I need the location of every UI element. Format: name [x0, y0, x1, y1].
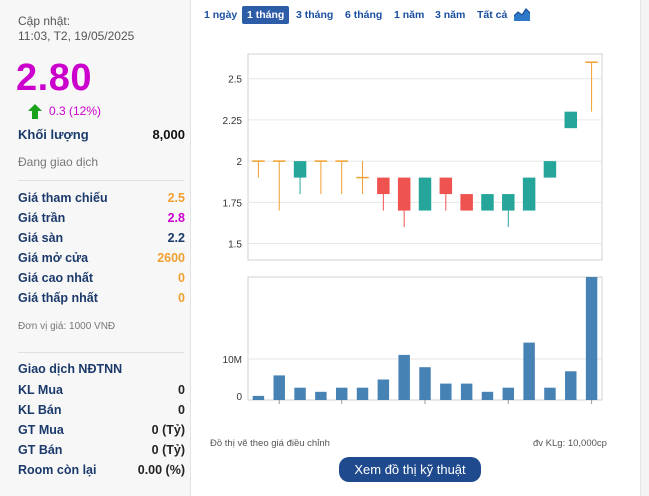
- stat-value: 2.2: [167, 231, 185, 245]
- volume-bar: [335, 387, 348, 400]
- stat-label: Giá thấp nhất: [18, 291, 98, 305]
- price-tick-label: 1.5: [228, 240, 242, 251]
- candle-body: [502, 194, 515, 211]
- volume-bar: [440, 383, 452, 400]
- stat-value: 2.8: [167, 211, 185, 225]
- stat-row-low-price: Giá thấp nhất 0: [18, 291, 185, 309]
- adjusted-price-note: Đồ thị vẽ theo giá điều chỉnh: [210, 438, 330, 449]
- volume-bar: [377, 379, 390, 400]
- volume-unit-note: đv KLg: 10,000cp: [533, 438, 607, 449]
- foreign-row-buy-value: GT Mua 0 (Tỷ): [18, 423, 185, 441]
- candle-body: [460, 194, 473, 211]
- stat-row-high-price: Giá cao nhất 0: [18, 271, 185, 289]
- foreign-row-buy-volume: KL Mua 0: [18, 383, 185, 401]
- current-price: 2.80: [16, 57, 92, 99]
- foreign-label: GT Mua: [18, 423, 64, 437]
- foreign-row-room-remaining: Room còn lại 0.00 (%): [18, 463, 185, 481]
- tab-all[interactable]: Tất cả: [477, 9, 508, 21]
- update-label: Cập nhật:: [18, 14, 71, 28]
- divider: [18, 352, 184, 353]
- tab-1-year[interactable]: 1 năm: [394, 9, 425, 21]
- stat-row-floor-price: Giá sàn 2.2: [18, 231, 185, 249]
- candle-body: [439, 177, 453, 195]
- foreign-label: KL Bán: [18, 403, 62, 417]
- candle-body: [481, 194, 494, 211]
- stat-value: 0: [178, 271, 185, 285]
- price-panel-frame: [247, 53, 603, 261]
- stat-row-ceiling-price: Giá trần 2.8: [18, 211, 185, 229]
- volume-bar: [398, 354, 410, 400]
- candle-body: [377, 177, 390, 195]
- foreign-value: 0: [178, 383, 185, 397]
- price-tick-label: 2: [236, 157, 242, 168]
- volume-tick-label: 0: [236, 392, 242, 403]
- volume-bar: [252, 395, 265, 400]
- candle-body: [564, 111, 578, 129]
- divider: [18, 180, 184, 181]
- foreign-row-sell-volume: KL Bán 0: [18, 403, 185, 421]
- price-change-value: 0.3 (12%): [49, 104, 102, 118]
- candle-body: [293, 161, 307, 178]
- stat-label: Giá trần: [18, 211, 66, 225]
- volume-bar: [523, 342, 535, 400]
- stat-label: Giá sàn: [18, 231, 64, 245]
- update-time: 11:03, T2, 19/05/2025: [18, 29, 135, 43]
- foreign-trading-title: Giao dịch NĐTNN: [18, 362, 123, 376]
- stat-row-open-price: Giá mở cửa 2600: [18, 251, 185, 269]
- volume-bar: [273, 375, 285, 400]
- foreign-value: 0 (Tỷ): [151, 423, 185, 437]
- stat-value: 0: [178, 291, 185, 305]
- volume-bar: [585, 277, 598, 400]
- volume-tick-label: 10M: [223, 355, 242, 366]
- tab-1-month[interactable]: 1 tháng: [242, 6, 290, 24]
- volume-row: Khối lượng 8,000: [18, 127, 185, 145]
- volume-bar: [502, 387, 515, 400]
- candle-body: [418, 177, 432, 211]
- price-tick-label: 1.75: [223, 198, 243, 209]
- stat-value: 2.5: [167, 191, 185, 205]
- volume-bar: [565, 371, 577, 400]
- foreign-value: 0.00 (%): [137, 463, 185, 477]
- stat-label: Giá mở cửa: [18, 251, 89, 265]
- foreign-value: 0 (Tỷ): [151, 443, 185, 457]
- volume-label: Khối lượng: [18, 127, 89, 142]
- stock-summary-panel: Cập nhật: 11:03, T2, 19/05/2025 2.80 0.3…: [0, 0, 191, 496]
- volume-bar: [356, 387, 369, 400]
- stat-label: Giá cao nhất: [18, 271, 94, 285]
- candle-body: [522, 177, 536, 211]
- foreign-label: GT Bán: [18, 443, 63, 457]
- price-tick-label: 2.25: [223, 116, 243, 127]
- candle-body: [397, 177, 411, 211]
- foreign-value: 0: [178, 403, 185, 417]
- tab-3-years[interactable]: 3 năm: [435, 9, 466, 21]
- candle-body: [543, 161, 557, 178]
- view-technical-chart-button[interactable]: Xem đồ thị kỹ thuật: [339, 457, 481, 482]
- foreign-label: KL Mua: [18, 383, 63, 397]
- stat-label: Giá tham chiếu: [18, 191, 108, 205]
- price-change: 0.3 (12%): [28, 101, 101, 121]
- foreign-label: Room còn lại: [18, 463, 97, 477]
- volume-bar: [315, 391, 327, 400]
- volume-bar: [460, 383, 473, 400]
- volume-bar: [481, 391, 494, 400]
- area-chart-icon[interactable]: [514, 7, 530, 21]
- stat-row-reference-price: Giá tham chiếu 2.5: [18, 191, 185, 209]
- tab-3-months[interactable]: 3 tháng: [296, 9, 334, 21]
- price-unit-note: Đơn vị giá: 1000 VNĐ: [18, 321, 116, 332]
- price-chart: 1.51.7522.252.5010M22.0426.046.0512.0516…: [223, 53, 603, 404]
- scrollbar[interactable]: [640, 0, 649, 496]
- volume-bar: [294, 387, 306, 400]
- volume-bar: [419, 367, 431, 400]
- tab-1-day[interactable]: 1 ngày: [204, 9, 238, 21]
- volume-value: 8,000: [152, 127, 185, 142]
- volume-bar: [544, 387, 556, 400]
- arrow-up-icon: [28, 103, 42, 119]
- price-tick-label: 2.5: [228, 75, 242, 86]
- tab-6-months[interactable]: 6 tháng: [345, 9, 383, 21]
- trading-status: Đang giao dịch: [18, 155, 99, 169]
- stat-value: 2600: [157, 251, 185, 265]
- foreign-row-sell-value: GT Bán 0 (Tỷ): [18, 443, 185, 461]
